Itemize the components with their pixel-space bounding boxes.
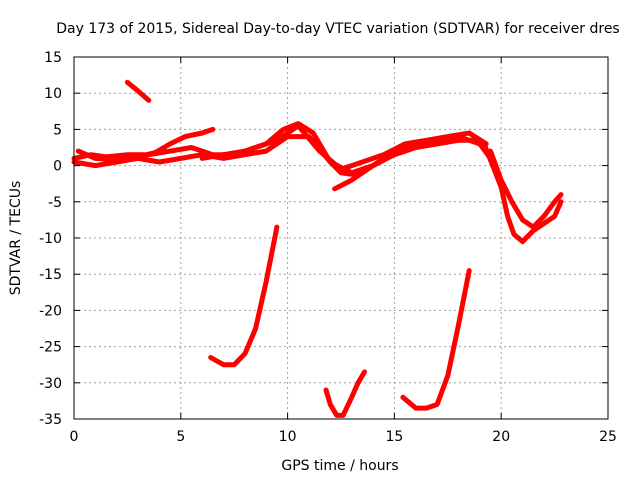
y-tick-label: -25 (39, 340, 62, 356)
x-tick-label: 15 (385, 429, 403, 445)
series-arc-11 (400, 268, 472, 411)
series-arc-3 (75, 126, 216, 163)
y-tick-label: 5 (53, 122, 62, 138)
y-axis-label: SDTVAR / TECUs (8, 181, 24, 296)
x-tick-label: 5 (176, 429, 185, 445)
grid (74, 57, 608, 419)
series-arc-7 (488, 148, 564, 230)
series-arc-2 (71, 134, 483, 176)
y-tick-label: -10 (39, 231, 62, 247)
y-tick-label: 0 (53, 159, 62, 175)
y-tick-label: -35 (39, 412, 62, 428)
x-tick-label: 20 (492, 429, 510, 445)
y-tick-label: -30 (39, 376, 62, 392)
y-tick-label: 10 (44, 86, 62, 102)
series-arc-4 (199, 121, 365, 177)
series-arc-8 (124, 79, 152, 103)
axis-ticks: 0 5 10 15 20 25 -35 -30 -25 -20 -15 -10 -5 0 5 10 15 (39, 50, 617, 445)
series-arc-9 (208, 224, 280, 368)
x-tick-label: 25 (599, 429, 617, 445)
y-tick-label: -15 (39, 267, 62, 283)
series-arc-5 (332, 134, 493, 192)
chart-title: Day 173 of 2015, Sidereal Day-to-day VTE… (56, 21, 619, 37)
y-tick-label: -20 (39, 303, 62, 319)
y-tick-label: 15 (44, 50, 62, 66)
series-layer (71, 79, 564, 418)
x-tick-label: 0 (70, 429, 79, 445)
x-tick-label: 10 (279, 429, 297, 445)
series-arc-6 (481, 141, 564, 245)
y-tick-label: -5 (48, 195, 62, 211)
x-axis-label: GPS time / hours (281, 458, 398, 474)
series-arc-10 (323, 369, 367, 418)
